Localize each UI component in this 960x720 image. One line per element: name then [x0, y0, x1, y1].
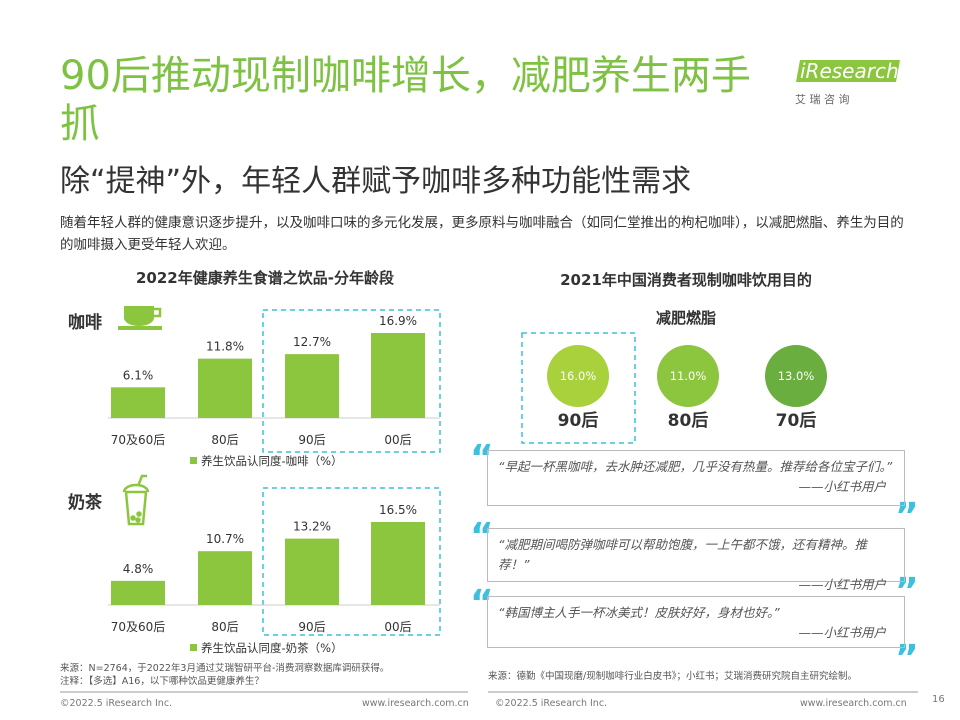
category-label: 80后	[211, 620, 238, 634]
value-label: 6.1%	[123, 368, 154, 382]
value-label: 13.2%	[293, 520, 331, 534]
circle-label: 90后	[558, 411, 599, 431]
description: 随着年轻人群的健康意识逐步提升，以及咖啡口味的多元化发展，更多原料与咖啡融合（如…	[60, 215, 904, 253]
value-label: 16.9%	[379, 314, 417, 328]
coffee-icon	[118, 306, 162, 330]
bar	[111, 580, 165, 605]
bar	[111, 387, 165, 418]
logo-sub: 艾 瑞 咨 询	[795, 92, 850, 106]
category-label: 70及60后	[111, 433, 166, 447]
quote-source: ——小红书用户	[798, 625, 886, 640]
bar	[371, 522, 425, 605]
bar	[198, 551, 252, 605]
quote-mark: ”	[895, 496, 919, 537]
circle-mark	[657, 345, 719, 407]
category-label: 00后	[384, 433, 411, 447]
value-label: 4.8%	[123, 562, 154, 576]
quote-source: ——小红书用户	[798, 577, 886, 592]
copyright: ©2022.5 iResearch Inc.	[60, 698, 173, 709]
circle-label: 80后	[668, 411, 709, 431]
bar	[371, 332, 425, 418]
right-chart-subtitle: 减肥燃脂	[656, 309, 716, 327]
quote-box: “减肥期间喝防弹咖啡可以帮助饱腹，一上午都不饿，还有精神。推荐！” ——小红书用户	[487, 528, 905, 592]
value-label: 11.8%	[206, 340, 244, 354]
quote-text: “韩国博主人手一杯冰美式！皮肤好好，身材也好。”	[498, 605, 780, 620]
bar	[285, 538, 339, 605]
note: 注释：【多选】A16，以下哪种饮品更健康养生？	[60, 676, 264, 687]
logo-brand: iResearch	[800, 59, 899, 83]
url: www.iresearch.com.cn	[362, 698, 469, 709]
quote-text: “减肥期间喝防弹咖啡可以帮助饱腹，一上午都不饿，还有精神。推荐！”	[498, 537, 867, 572]
quote-box: “早起一杯黑咖啡，去水肿还减肥，几乎没有热量。推荐给各位宝子们。” ——小红书用户	[487, 450, 905, 506]
legend-swatch	[190, 457, 197, 464]
category-label: 00后	[384, 620, 411, 634]
circle-value: 16.0%	[560, 369, 597, 383]
quote-text: “早起一杯黑咖啡，去水肿还减肥，几乎没有热量。推荐给各位宝子们。”	[498, 459, 893, 474]
footer-source: 来源：N=2764，于2022年3月通过艾瑞智研平台-消费洞察数据库调研获得。注…	[60, 662, 389, 688]
legend-swatch	[190, 644, 197, 651]
legend-label: 养生饮品认同度-咖啡（%）	[201, 454, 343, 468]
circle-value: 13.0%	[778, 369, 815, 383]
subtitle: 除“提神”外，年轻人群赋予咖啡多种功能性需求	[60, 164, 692, 199]
highlight-box	[521, 332, 636, 444]
quote-mark: ”	[895, 638, 919, 679]
left-chart-title: 2022年健康养生食谱之饮品-分年龄段	[136, 269, 394, 287]
url: www.iresearch.com.cn	[800, 698, 907, 709]
panel-label: 奶茶	[68, 492, 103, 513]
quote-source: ——小红书用户	[798, 479, 886, 494]
title: 90后推动现制咖啡增长，减肥养生两手抓	[60, 53, 751, 147]
circle-mark	[547, 345, 609, 407]
page-number: 16	[932, 694, 945, 705]
category-label: 90后	[298, 620, 325, 634]
bar	[285, 354, 339, 418]
category-label: 90后	[298, 433, 325, 447]
circle-label: 70后	[776, 411, 817, 431]
value-label: 12.7%	[293, 335, 331, 349]
highlight-box	[262, 309, 441, 453]
category-label: 70及60后	[111, 620, 166, 634]
legend-label: 养生饮品认同度-奶茶（%）	[201, 641, 343, 655]
bar	[198, 358, 252, 418]
category-label: 80后	[211, 433, 238, 447]
value-label: 16.5%	[379, 503, 417, 517]
value-label: 10.7%	[206, 532, 244, 546]
logo: iResearch 艾 瑞 咨 询	[795, 59, 900, 106]
circle-value: 11.0%	[670, 369, 707, 383]
right-chart-title: 2021年中国消费者现制咖啡饮用目的	[560, 271, 812, 289]
circle-mark	[765, 345, 827, 407]
copyright: ©2022.5 iResearch Inc.	[495, 698, 608, 709]
quote-box: “韩国博主人手一杯冰美式！皮肤好好，身材也好。” ——小红书用户	[487, 596, 905, 648]
source: 来源：德勤《中国现磨/现制咖啡行业白皮书》；小红书；艾瑞消费研究院自主研究绘制。	[488, 671, 857, 682]
milktea-icon	[122, 474, 150, 526]
panel-label: 咖啡	[68, 312, 102, 333]
source: 来源：N=2764，于2022年3月通过艾瑞智研平台-消费洞察数据库调研获得。	[60, 663, 390, 674]
